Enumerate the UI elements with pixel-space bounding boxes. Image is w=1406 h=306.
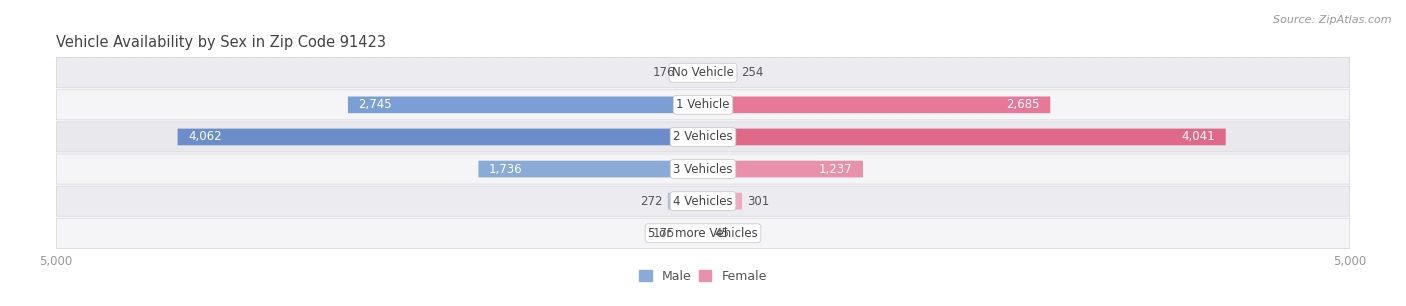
FancyBboxPatch shape — [703, 64, 735, 81]
Text: 175: 175 — [652, 227, 675, 240]
Text: 45: 45 — [714, 227, 728, 240]
Text: 4,041: 4,041 — [1181, 130, 1215, 144]
FancyBboxPatch shape — [703, 193, 742, 210]
Text: 1,736: 1,736 — [489, 162, 523, 176]
FancyBboxPatch shape — [56, 58, 1350, 88]
FancyBboxPatch shape — [56, 154, 1350, 184]
FancyBboxPatch shape — [56, 122, 1350, 152]
FancyBboxPatch shape — [56, 218, 1350, 248]
Text: 5 or more Vehicles: 5 or more Vehicles — [648, 227, 758, 240]
FancyBboxPatch shape — [56, 90, 1350, 120]
FancyBboxPatch shape — [681, 64, 703, 81]
Text: 2,685: 2,685 — [1007, 98, 1040, 111]
Text: 2 Vehicles: 2 Vehicles — [673, 130, 733, 144]
FancyBboxPatch shape — [703, 161, 863, 177]
FancyBboxPatch shape — [703, 225, 709, 242]
FancyBboxPatch shape — [56, 186, 1350, 216]
FancyBboxPatch shape — [177, 129, 703, 145]
Text: 301: 301 — [747, 195, 769, 208]
Text: 4,062: 4,062 — [188, 130, 222, 144]
Text: 176: 176 — [652, 66, 675, 79]
FancyBboxPatch shape — [703, 96, 1050, 113]
Text: 1 Vehicle: 1 Vehicle — [676, 98, 730, 111]
Text: Vehicle Availability by Sex in Zip Code 91423: Vehicle Availability by Sex in Zip Code … — [56, 35, 387, 50]
Text: 2,745: 2,745 — [359, 98, 392, 111]
Text: 254: 254 — [741, 66, 763, 79]
Text: 4 Vehicles: 4 Vehicles — [673, 195, 733, 208]
FancyBboxPatch shape — [347, 96, 703, 113]
FancyBboxPatch shape — [668, 193, 703, 210]
Text: 1,237: 1,237 — [820, 162, 852, 176]
FancyBboxPatch shape — [681, 225, 703, 242]
Text: Source: ZipAtlas.com: Source: ZipAtlas.com — [1274, 15, 1392, 25]
Text: 272: 272 — [640, 195, 662, 208]
Text: No Vehicle: No Vehicle — [672, 66, 734, 79]
FancyBboxPatch shape — [478, 161, 703, 177]
FancyBboxPatch shape — [703, 129, 1226, 145]
Text: 3 Vehicles: 3 Vehicles — [673, 162, 733, 176]
Legend: Male, Female: Male, Female — [634, 265, 772, 288]
